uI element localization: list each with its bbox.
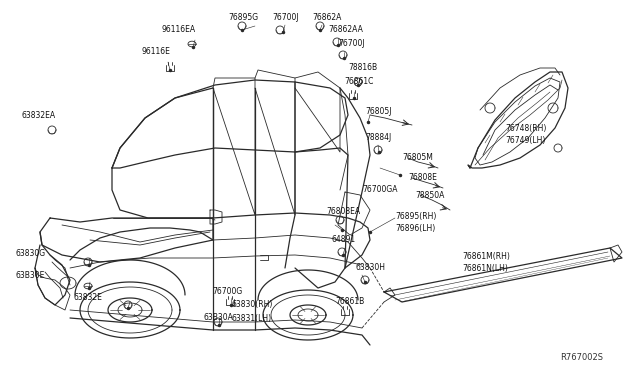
Text: 76862A: 76862A (312, 13, 341, 22)
Text: 76808EA: 76808EA (326, 208, 360, 217)
Text: 76861M(RH): 76861M(RH) (462, 253, 510, 262)
Text: 78884J: 78884J (365, 134, 391, 142)
Text: 76861C: 76861C (344, 77, 373, 87)
Text: 76862AA: 76862AA (328, 26, 363, 35)
Text: 63B30E: 63B30E (16, 272, 45, 280)
Text: 64891: 64891 (332, 235, 356, 244)
Text: 76700J: 76700J (272, 13, 299, 22)
Text: 76861B: 76861B (335, 298, 364, 307)
Text: 96116E: 96116E (142, 48, 171, 57)
Text: 76700G: 76700G (212, 288, 243, 296)
Text: 76896(LH): 76896(LH) (395, 224, 435, 234)
Text: 76895(RH): 76895(RH) (395, 212, 436, 221)
Text: 76808E: 76808E (408, 173, 437, 182)
Text: 76861N(LH): 76861N(LH) (462, 264, 508, 273)
Text: R767002S: R767002S (560, 353, 603, 362)
Text: 76700GA: 76700GA (362, 186, 397, 195)
Text: 76700J: 76700J (338, 38, 365, 48)
Text: 78816B: 78816B (348, 62, 377, 71)
Text: 76749(LH): 76749(LH) (505, 137, 545, 145)
Text: 63830H: 63830H (355, 263, 385, 273)
Text: 63831(LH): 63831(LH) (232, 314, 272, 323)
Text: 76805J: 76805J (365, 108, 392, 116)
Text: 63832E: 63832E (74, 292, 103, 301)
Text: 76895G: 76895G (228, 13, 258, 22)
Text: 63830G: 63830G (16, 248, 46, 257)
Text: 63B30A: 63B30A (204, 314, 234, 323)
Text: 63830(RH): 63830(RH) (232, 301, 273, 310)
Text: 63832EA: 63832EA (22, 112, 56, 121)
Text: 78850A: 78850A (415, 190, 444, 199)
Text: 96116EA: 96116EA (162, 26, 196, 35)
Text: 76748(RH): 76748(RH) (505, 124, 547, 132)
Text: 76805M: 76805M (402, 153, 433, 161)
